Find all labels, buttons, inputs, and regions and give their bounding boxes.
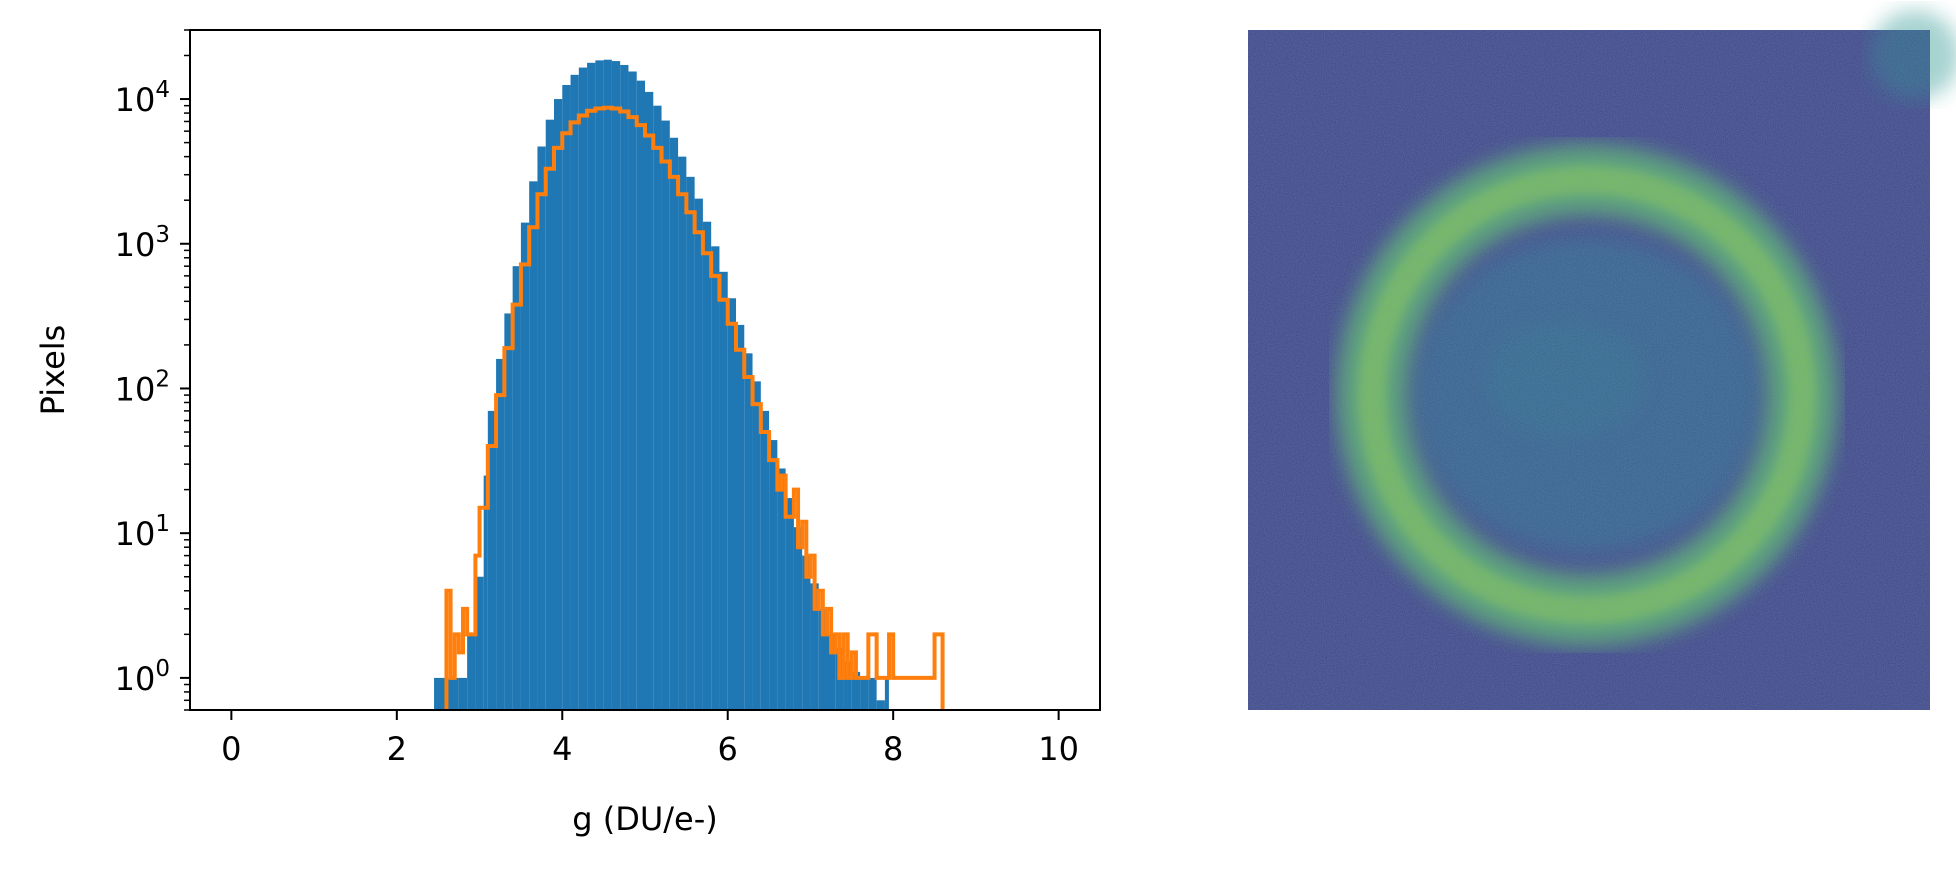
y-tick-label: 104 (115, 77, 170, 119)
y-tick-label: 103 (115, 222, 170, 264)
histogram-bar (669, 137, 679, 710)
histogram-bar (587, 62, 596, 711)
histogram-bar (843, 661, 852, 710)
histogram-bar (810, 583, 819, 710)
histogram-bar (851, 671, 861, 710)
histogram-bar (545, 119, 554, 710)
histogram-bar (752, 381, 761, 710)
y-tick-label: 101 (115, 511, 170, 553)
histogram-bar (686, 176, 695, 711)
histogram-bar (603, 59, 612, 710)
y-tick-label: 100 (115, 656, 170, 698)
histogram-bar (458, 677, 468, 710)
x-axis-label: g (DU/e-) (572, 800, 718, 838)
histogram-bar (520, 222, 530, 711)
x-axis-ticks: 0 2 4 6 8 10 (221, 710, 1079, 768)
y-tick-label: 102 (115, 366, 170, 408)
histogram-bar (719, 271, 728, 710)
histogram-bar (711, 246, 720, 710)
histogram-bar (620, 64, 629, 710)
histogram-bar (529, 181, 538, 710)
x-tick-label: 10 (1038, 730, 1079, 768)
histogram-bars (434, 59, 889, 711)
image-noise (1248, 30, 1930, 710)
histogram-bar (537, 146, 546, 710)
histogram-bar (636, 80, 645, 710)
histogram-bar (760, 410, 770, 710)
histogram-bar (793, 527, 803, 710)
histogram-bar (736, 324, 745, 710)
plot-frame (189, 29, 1101, 711)
histogram-bar (645, 91, 654, 711)
y-axis-label: Pixels (34, 325, 72, 416)
histogram-step-series (444, 105, 945, 710)
histogram-bar (467, 634, 476, 710)
x-tick-label: 4 (552, 730, 572, 768)
histogram-bar (653, 105, 662, 711)
histogram-bar (678, 156, 687, 710)
histogram-bar (504, 313, 513, 710)
histogram-bar (554, 99, 563, 711)
histogram-bar (727, 298, 736, 710)
histogram-bar (868, 677, 877, 710)
ring-image-panel (1248, 10, 1956, 710)
histogram-bar (744, 353, 753, 710)
histogram-panel: 0 2 4 6 8 10 100 101 102 103 104 g (DU/e-) Pixels (34, 29, 1101, 838)
histogram-bar (884, 677, 889, 710)
histogram-bar (512, 266, 521, 710)
histogram-bar (802, 555, 811, 710)
histogram-bar (818, 608, 827, 710)
histogram-bar (827, 634, 836, 710)
histogram-bar (785, 498, 794, 710)
histogram-bar (487, 410, 497, 710)
histogram-bar (876, 700, 885, 710)
histogram-bar (562, 85, 571, 710)
histogram-bar (769, 440, 778, 710)
histogram-bar (860, 677, 869, 710)
y-axis-ticks: 100 101 102 103 104 (115, 29, 190, 711)
x-tick-label: 8 (883, 730, 903, 768)
histogram-bar (578, 67, 588, 710)
histogram-bar (702, 221, 712, 710)
histogram-bar (570, 74, 579, 710)
histogram-bar (777, 468, 786, 710)
histogram-bar (628, 71, 637, 710)
histogram-step-line (444, 105, 945, 710)
histogram-bar (475, 576, 484, 710)
histogram-bar (595, 60, 604, 710)
histogram-bar (483, 475, 488, 710)
x-tick-label: 0 (221, 730, 241, 768)
x-tick-label: 6 (718, 730, 738, 768)
histogram-bar (694, 198, 703, 710)
histogram-bar (611, 61, 621, 710)
histogram-bar (496, 358, 505, 710)
histogram-bar (661, 120, 670, 710)
x-tick-label: 2 (387, 730, 407, 768)
